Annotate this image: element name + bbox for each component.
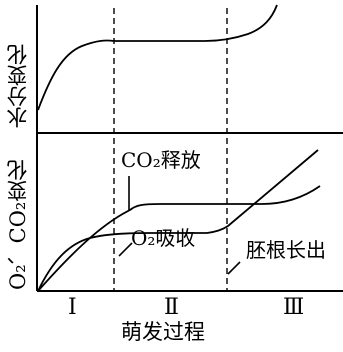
stage-label-2: Ⅱ (164, 295, 179, 320)
o2-uptake-label: O₂吸收 (131, 226, 196, 250)
co2-release-curve (37, 185, 321, 292)
o2-uptake-curve (37, 149, 319, 292)
x-axis-title: 萌发过程 (121, 320, 205, 344)
bottom-ylabel: O₂、CO₂变化 (6, 159, 30, 290)
stage-label-1: Ⅰ (68, 295, 77, 320)
radicle-leader-line (227, 261, 241, 275)
water-curve (37, 4, 278, 111)
top-ylabel: 水分变化 (6, 44, 30, 128)
stage-label-3: Ⅲ (283, 295, 305, 320)
co2-release-label: CO₂释放 (121, 148, 201, 172)
o2-leader-line (118, 242, 133, 257)
radicle-emergence-label: 胚根长出 (246, 238, 326, 262)
